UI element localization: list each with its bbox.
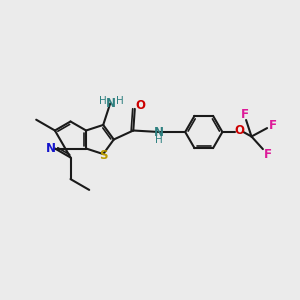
Text: N: N	[46, 142, 56, 155]
Text: F: F	[269, 118, 277, 132]
Text: H: H	[116, 95, 124, 106]
Text: F: F	[241, 108, 249, 121]
Text: N: N	[154, 125, 164, 139]
Text: O: O	[234, 124, 244, 137]
Text: N: N	[106, 97, 116, 110]
Text: O: O	[135, 99, 145, 112]
Text: H: H	[155, 135, 163, 146]
Text: F: F	[263, 148, 272, 161]
Text: S: S	[99, 149, 107, 162]
Text: H: H	[99, 95, 106, 106]
